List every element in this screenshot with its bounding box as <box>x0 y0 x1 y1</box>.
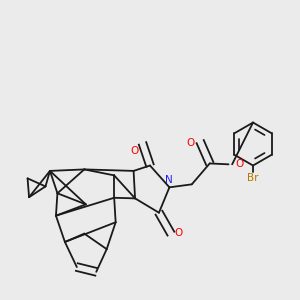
Text: O: O <box>187 138 195 148</box>
Text: N: N <box>165 175 173 185</box>
Text: O: O <box>131 146 139 156</box>
Text: O: O <box>235 159 243 169</box>
Text: Br: Br <box>247 173 259 183</box>
Text: O: O <box>175 228 183 238</box>
